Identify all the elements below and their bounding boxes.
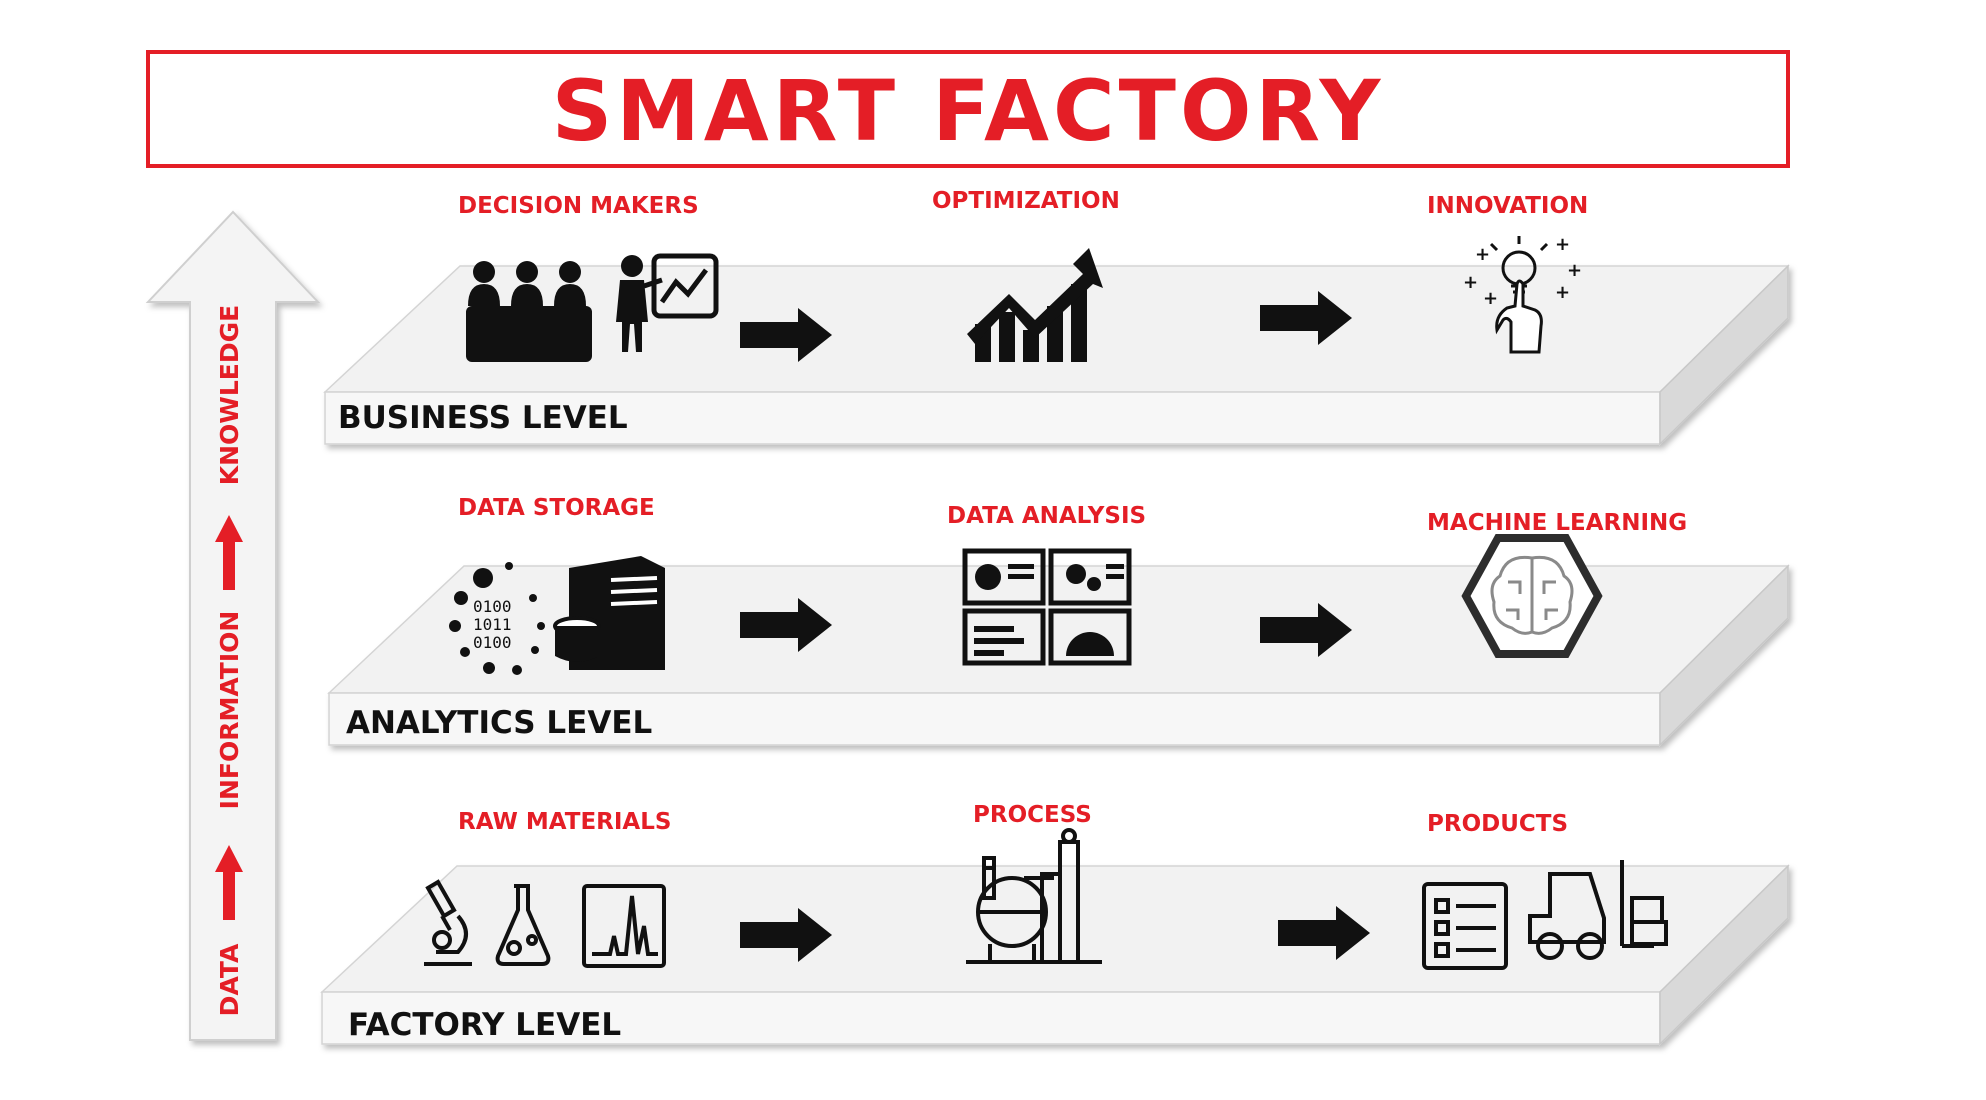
svg-text:0100: 0100 — [473, 633, 512, 652]
factory-plant-icon — [966, 828, 1102, 964]
arrow-up-icon — [215, 845, 243, 920]
item-label-raw-materials: RAW MATERIALS — [458, 809, 672, 835]
arrow-right-icon — [1260, 603, 1352, 657]
dashboard-icon — [962, 548, 1132, 666]
platforms — [320, 264, 1790, 1046]
level-name-analytics: ANALYTICS LEVEL — [346, 705, 653, 741]
level-name-business: BUSINESS LEVEL — [338, 400, 628, 436]
arrow-right-icon — [1260, 291, 1352, 345]
level-name-factory: FACTORY LEVEL — [348, 1007, 622, 1043]
lightbulb-hand-icon: + ++ ++ + — [1463, 234, 1582, 354]
svg-text:+: + — [1483, 288, 1498, 309]
svg-text:+: + — [1475, 244, 1490, 265]
arrow-right-icon — [740, 908, 832, 962]
growth-chart-icon — [967, 248, 1103, 362]
item-label-products: PRODUCTS — [1427, 811, 1569, 837]
svg-text:+: + — [1463, 272, 1478, 293]
item-label-optimization: OPTIMIZATION — [932, 188, 1120, 214]
arrow-right-icon — [740, 598, 832, 652]
lab-equipment-icon — [424, 879, 666, 968]
decision-makers-icon — [466, 253, 719, 362]
item-label-innovation: INNOVATION — [1427, 193, 1589, 219]
platform-analytics — [327, 564, 1790, 747]
item-label-data-analysis: DATA ANALYSIS — [947, 503, 1147, 529]
item-label-data-storage: DATA STORAGE — [458, 495, 655, 521]
page-title: SMART FACTORY — [551, 62, 1385, 160]
svg-text:0100: 0100 — [473, 597, 512, 616]
arrow-up-icon — [215, 515, 243, 590]
checklist-forklift-icon — [1422, 860, 1668, 970]
title-banner: SMART FACTORY — [146, 50, 1790, 168]
item-label-machine-learning: MACHINE LEARNING — [1427, 510, 1688, 536]
svg-text:1011: 1011 — [473, 615, 512, 634]
platform-factory — [320, 864, 1790, 1046]
svg-text:+: + — [1567, 260, 1582, 281]
svg-text:+: + — [1555, 282, 1570, 303]
svg-text:+: + — [1555, 234, 1570, 255]
server-database-icon: 0100 1011 0100 — [449, 556, 665, 675]
item-label-decision-makers: DECISION MAKERS — [458, 193, 699, 219]
arrow-right-icon — [740, 308, 832, 362]
brain-circuit-icon — [1461, 534, 1603, 658]
item-label-process: PROCESS — [973, 802, 1092, 828]
arrow-right-icon — [1278, 906, 1370, 960]
progression-arrow — [145, 210, 321, 1041]
